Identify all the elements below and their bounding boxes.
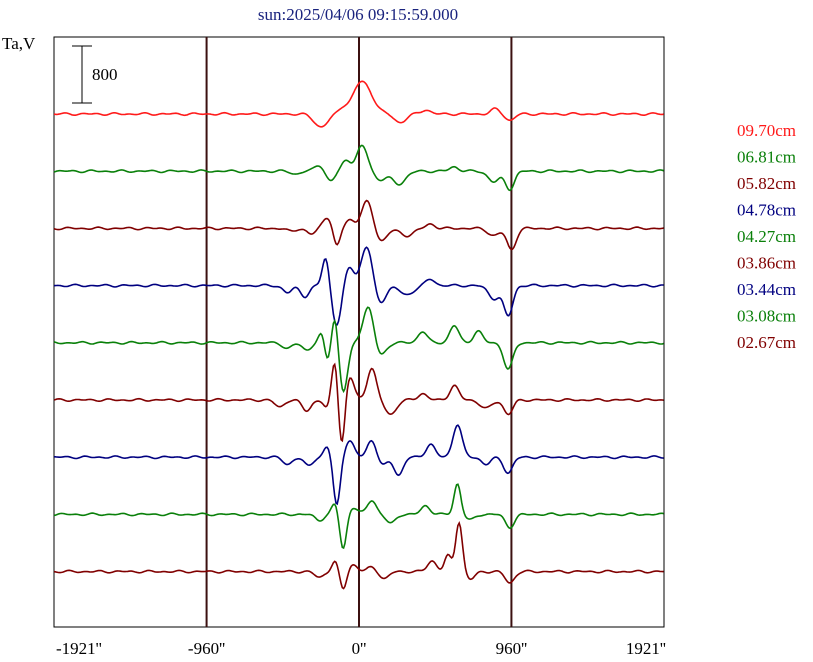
series-line-05.82cm: [53, 199, 664, 251]
chart-title: sun:2025/04/06 09:15:59.000: [258, 5, 458, 24]
series-line-03.86cm: [53, 362, 664, 443]
series-line-04.27cm: [53, 306, 664, 394]
scale-bar-label: 800: [92, 65, 118, 84]
legend-item-04.78cm: 04.78cm: [737, 201, 796, 220]
series-line-03.44cm: [54, 424, 664, 506]
legend-item-06.81cm: 06.81cm: [737, 148, 796, 167]
legend-item-03.08cm: 03.08cm: [737, 307, 796, 326]
legend: 09.70cm 06.81cm 05.82cm 04.78cm 04.27cm 03.86…: [737, 121, 796, 352]
x-axis-ticks: -1921'' -960'' 0'' 960'' 1921'': [56, 639, 666, 658]
series-line-09.70cm: [53, 80, 664, 128]
legend-item-05.82cm: 05.82cm: [737, 174, 796, 193]
series-line-04.78cm: [53, 246, 664, 326]
y-axis-label: Ta,V: [2, 34, 36, 53]
legend-item-03.44cm: 03.44cm: [737, 280, 796, 299]
scale-bar: 800: [72, 45, 118, 104]
legend-item-09.70cm: 09.70cm: [737, 121, 796, 140]
x-tick-label: 960'': [496, 639, 528, 658]
reference-lines: [205, 37, 513, 627]
legend-item-03.86cm: 03.86cm: [737, 254, 796, 273]
series-line-06.81cm: [53, 144, 664, 192]
x-tick-label: -1921'': [56, 639, 102, 658]
legend-item-02.67cm: 02.67cm: [737, 333, 796, 352]
x-tick-label: 1921'': [626, 639, 666, 658]
x-tick-label: -960'': [188, 639, 225, 658]
series-line-03.08cm: [53, 483, 664, 550]
series-layer: [53, 80, 664, 590]
series-line-02.67cm: [53, 521, 664, 590]
x-tick-label: 0'': [352, 639, 367, 658]
legend-item-04.27cm: 04.27cm: [737, 227, 796, 246]
